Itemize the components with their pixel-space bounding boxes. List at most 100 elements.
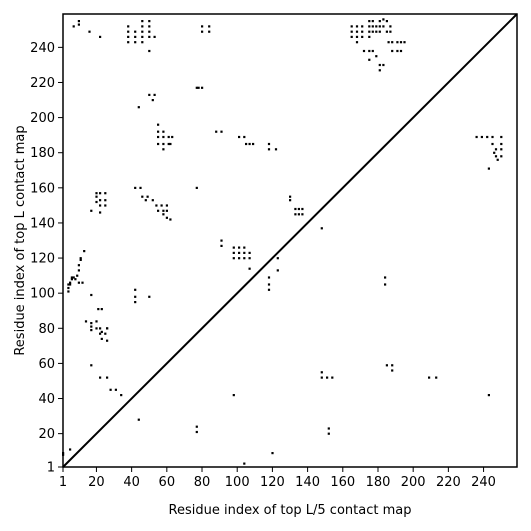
- contact-point: [141, 20, 144, 23]
- y-tick-label: 240: [30, 41, 55, 56]
- contact-point: [267, 283, 271, 286]
- contact-point: [371, 25, 374, 28]
- x-tick-label: 200: [401, 475, 426, 490]
- contact-point: [106, 339, 109, 342]
- y-tick-label: 40: [38, 392, 55, 407]
- contact-point: [120, 394, 123, 397]
- contact-point: [195, 86, 198, 89]
- contact-point: [100, 337, 103, 340]
- contact-point: [157, 142, 160, 146]
- x-tick-label: 180: [366, 475, 391, 490]
- contact-point: [70, 278, 73, 281]
- contact-point: [289, 199, 292, 202]
- contact-point: [355, 25, 359, 28]
- contact-point: [375, 25, 378, 28]
- x-tick-label: 100: [225, 475, 250, 490]
- contact-point: [428, 376, 431, 379]
- contact-point: [169, 218, 172, 221]
- contact-point: [368, 35, 371, 38]
- contact-point: [399, 49, 403, 53]
- x-tick-label: 80: [194, 475, 211, 490]
- contact-point: [320, 371, 323, 374]
- contact-point: [238, 246, 241, 249]
- contact-point: [77, 264, 80, 267]
- contact-point: [144, 199, 147, 202]
- contact-point: [97, 308, 100, 311]
- contact-point: [215, 130, 218, 133]
- contact-point: [67, 283, 70, 286]
- contact-point: [362, 49, 366, 53]
- x-tick-label: 40: [123, 475, 140, 490]
- contact-point: [391, 364, 394, 367]
- contact-point: [320, 227, 323, 230]
- contact-point: [494, 148, 498, 151]
- contact-point: [248, 257, 251, 260]
- contact-point: [248, 142, 251, 146]
- contact-point: [148, 30, 151, 33]
- contact-point: [69, 281, 72, 284]
- contact-point: [157, 135, 160, 139]
- contact-point: [267, 142, 271, 146]
- contact-point: [391, 369, 394, 372]
- contact-point: [127, 41, 130, 44]
- contact-point: [350, 30, 353, 33]
- contact-point: [350, 35, 353, 38]
- contact-point: [104, 199, 107, 202]
- contact-point: [90, 325, 93, 328]
- contact-point: [243, 135, 246, 139]
- contact-point: [84, 320, 88, 323]
- x-tick-label: 120: [260, 475, 285, 490]
- x-tick-label: 240: [471, 475, 496, 490]
- contact-point: [95, 327, 98, 330]
- contact-point: [252, 142, 255, 146]
- contact-point: [378, 30, 381, 33]
- contact-point: [100, 308, 103, 311]
- contact-point: [99, 199, 102, 202]
- y-tick-label: 160: [30, 181, 55, 196]
- x-tick-label: 1: [59, 475, 67, 490]
- contact-point: [77, 20, 80, 23]
- contact-point: [301, 213, 304, 216]
- contact-point: [220, 239, 223, 242]
- contact-point: [141, 41, 144, 44]
- contact-point: [220, 244, 223, 247]
- contact-point: [248, 267, 251, 270]
- contact-point: [104, 204, 107, 207]
- y-tick-label: 60: [38, 357, 55, 372]
- contact-point: [486, 135, 489, 139]
- contact-point: [148, 25, 151, 28]
- contact-point: [137, 106, 140, 109]
- contact-point: [382, 63, 385, 67]
- contact-point: [238, 135, 241, 139]
- contact-point: [378, 63, 381, 67]
- contact-point: [238, 257, 241, 260]
- y-tick-label: 80: [38, 322, 55, 337]
- contact-point: [368, 20, 371, 23]
- contact-point: [134, 295, 137, 298]
- contact-point: [195, 425, 198, 428]
- contact-point: [243, 257, 246, 260]
- contact-point: [389, 25, 392, 28]
- contact-point: [77, 269, 80, 272]
- contact-point: [487, 167, 490, 170]
- contact-point: [134, 301, 137, 304]
- contact-point: [157, 123, 160, 126]
- contact-point: [134, 288, 137, 291]
- y-tick-label: 200: [30, 111, 55, 126]
- contact-point: [399, 41, 403, 44]
- contact-point: [95, 195, 98, 198]
- contact-point: [153, 93, 156, 96]
- contact-point: [368, 58, 371, 61]
- contact-point: [327, 432, 330, 435]
- contact-point: [69, 283, 72, 286]
- contact-point: [88, 30, 91, 33]
- contact-point: [368, 25, 371, 28]
- contact-point: [165, 204, 168, 207]
- contact-point: [267, 288, 271, 291]
- contact-point: [106, 327, 109, 330]
- contact-point: [382, 18, 385, 21]
- contact-point: [162, 148, 165, 151]
- contact-point: [99, 376, 102, 379]
- contact-point: [67, 290, 70, 293]
